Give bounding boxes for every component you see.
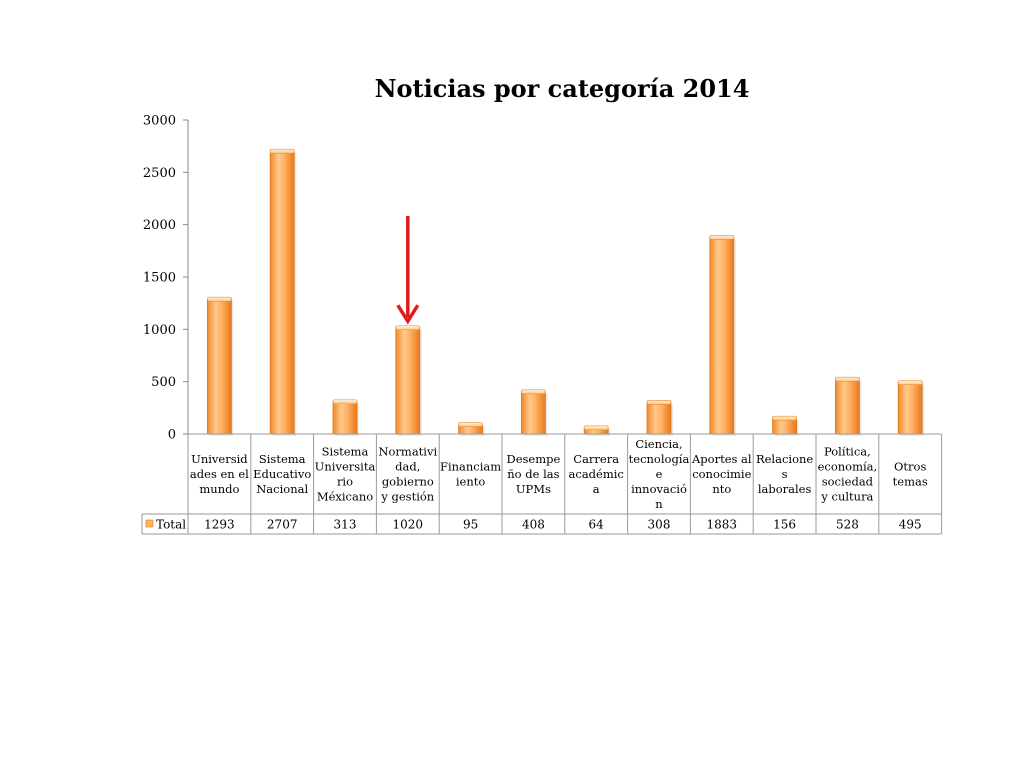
bar-body [835, 378, 860, 435]
bar-cap [835, 376, 860, 382]
bar [835, 376, 862, 436]
legend-swatch [145, 519, 154, 528]
bar-body [206, 298, 232, 435]
y-tick-label: 1500 [143, 271, 176, 286]
bar [772, 415, 799, 436]
bar-cap [897, 380, 923, 385]
bar-cap [646, 399, 672, 405]
bar-body [897, 381, 923, 435]
bar-cap [395, 325, 421, 331]
bar [206, 296, 234, 436]
bar-cap [332, 399, 358, 405]
y-tick-label: 0 [168, 428, 176, 443]
bar [709, 235, 736, 436]
y-tick-label: 2500 [143, 166, 176, 181]
bar-body [521, 390, 546, 435]
bar-cap [207, 296, 232, 302]
bar [521, 389, 548, 436]
data-value: 95 [463, 518, 478, 532]
series-name: Total [156, 518, 186, 532]
bar-body [646, 401, 672, 435]
data-value: 495 [899, 518, 922, 532]
bar [332, 399, 359, 436]
bar [583, 425, 611, 436]
bar [897, 380, 925, 436]
category-label: Desempe ño de las UPMs [506, 452, 560, 496]
bars [206, 148, 925, 436]
bar-cap [269, 148, 295, 154]
data-value: 528 [836, 518, 859, 532]
annotation-arrow [396, 216, 420, 325]
data-value: 156 [773, 518, 796, 532]
chart-title: Noticias por categoría 2014 [375, 74, 750, 103]
data-value: 1020 [393, 518, 424, 532]
category-label: Relacione s laborales [756, 452, 813, 496]
category-label: Aportes al conocimie nto [691, 452, 752, 496]
bar-cap [709, 235, 735, 240]
bar-cap [772, 415, 797, 421]
category-label: Financiam iento [440, 460, 501, 489]
bar-cap [458, 422, 483, 427]
data-value: 2707 [267, 518, 298, 532]
category-label: Universid ades en el mundo [190, 452, 249, 496]
data-value: 313 [334, 518, 357, 532]
bar [395, 325, 422, 436]
bar [269, 148, 297, 436]
arrow-head [396, 304, 420, 325]
y-tick-label: 500 [151, 375, 176, 390]
category-label: Sistema Educativo Nacional [253, 452, 311, 496]
data-value: 1293 [204, 518, 235, 532]
y-axis: 0 500 1000 1500 2000 2500 3000 [143, 114, 189, 443]
data-value: 408 [522, 518, 545, 532]
bar-body [269, 150, 295, 435]
bar [646, 399, 673, 436]
data-value: 64 [589, 518, 605, 532]
y-tick-label: 1000 [143, 323, 176, 338]
category-label: Normativi dad, gobierno y gestión [378, 445, 437, 504]
category-label: Ciencia, tecnología e innovació n [629, 437, 690, 511]
y-tick-label: 3000 [143, 114, 176, 129]
y-tick-label: 2000 [143, 218, 176, 233]
category-label: Sistema Universita rio Méxicano [315, 445, 376, 504]
category-label: Otros temas [893, 460, 928, 489]
data-value: 308 [648, 518, 671, 532]
bar-body [395, 326, 421, 435]
bar-body [709, 236, 735, 435]
category-label: Política, economía, sociedad y cultura [818, 445, 878, 504]
bar-cap [583, 425, 609, 431]
data-value: 1883 [707, 518, 738, 532]
bar-cap [521, 389, 546, 395]
bar-body [332, 400, 358, 435]
category-label: Carrera académic a [569, 452, 624, 496]
